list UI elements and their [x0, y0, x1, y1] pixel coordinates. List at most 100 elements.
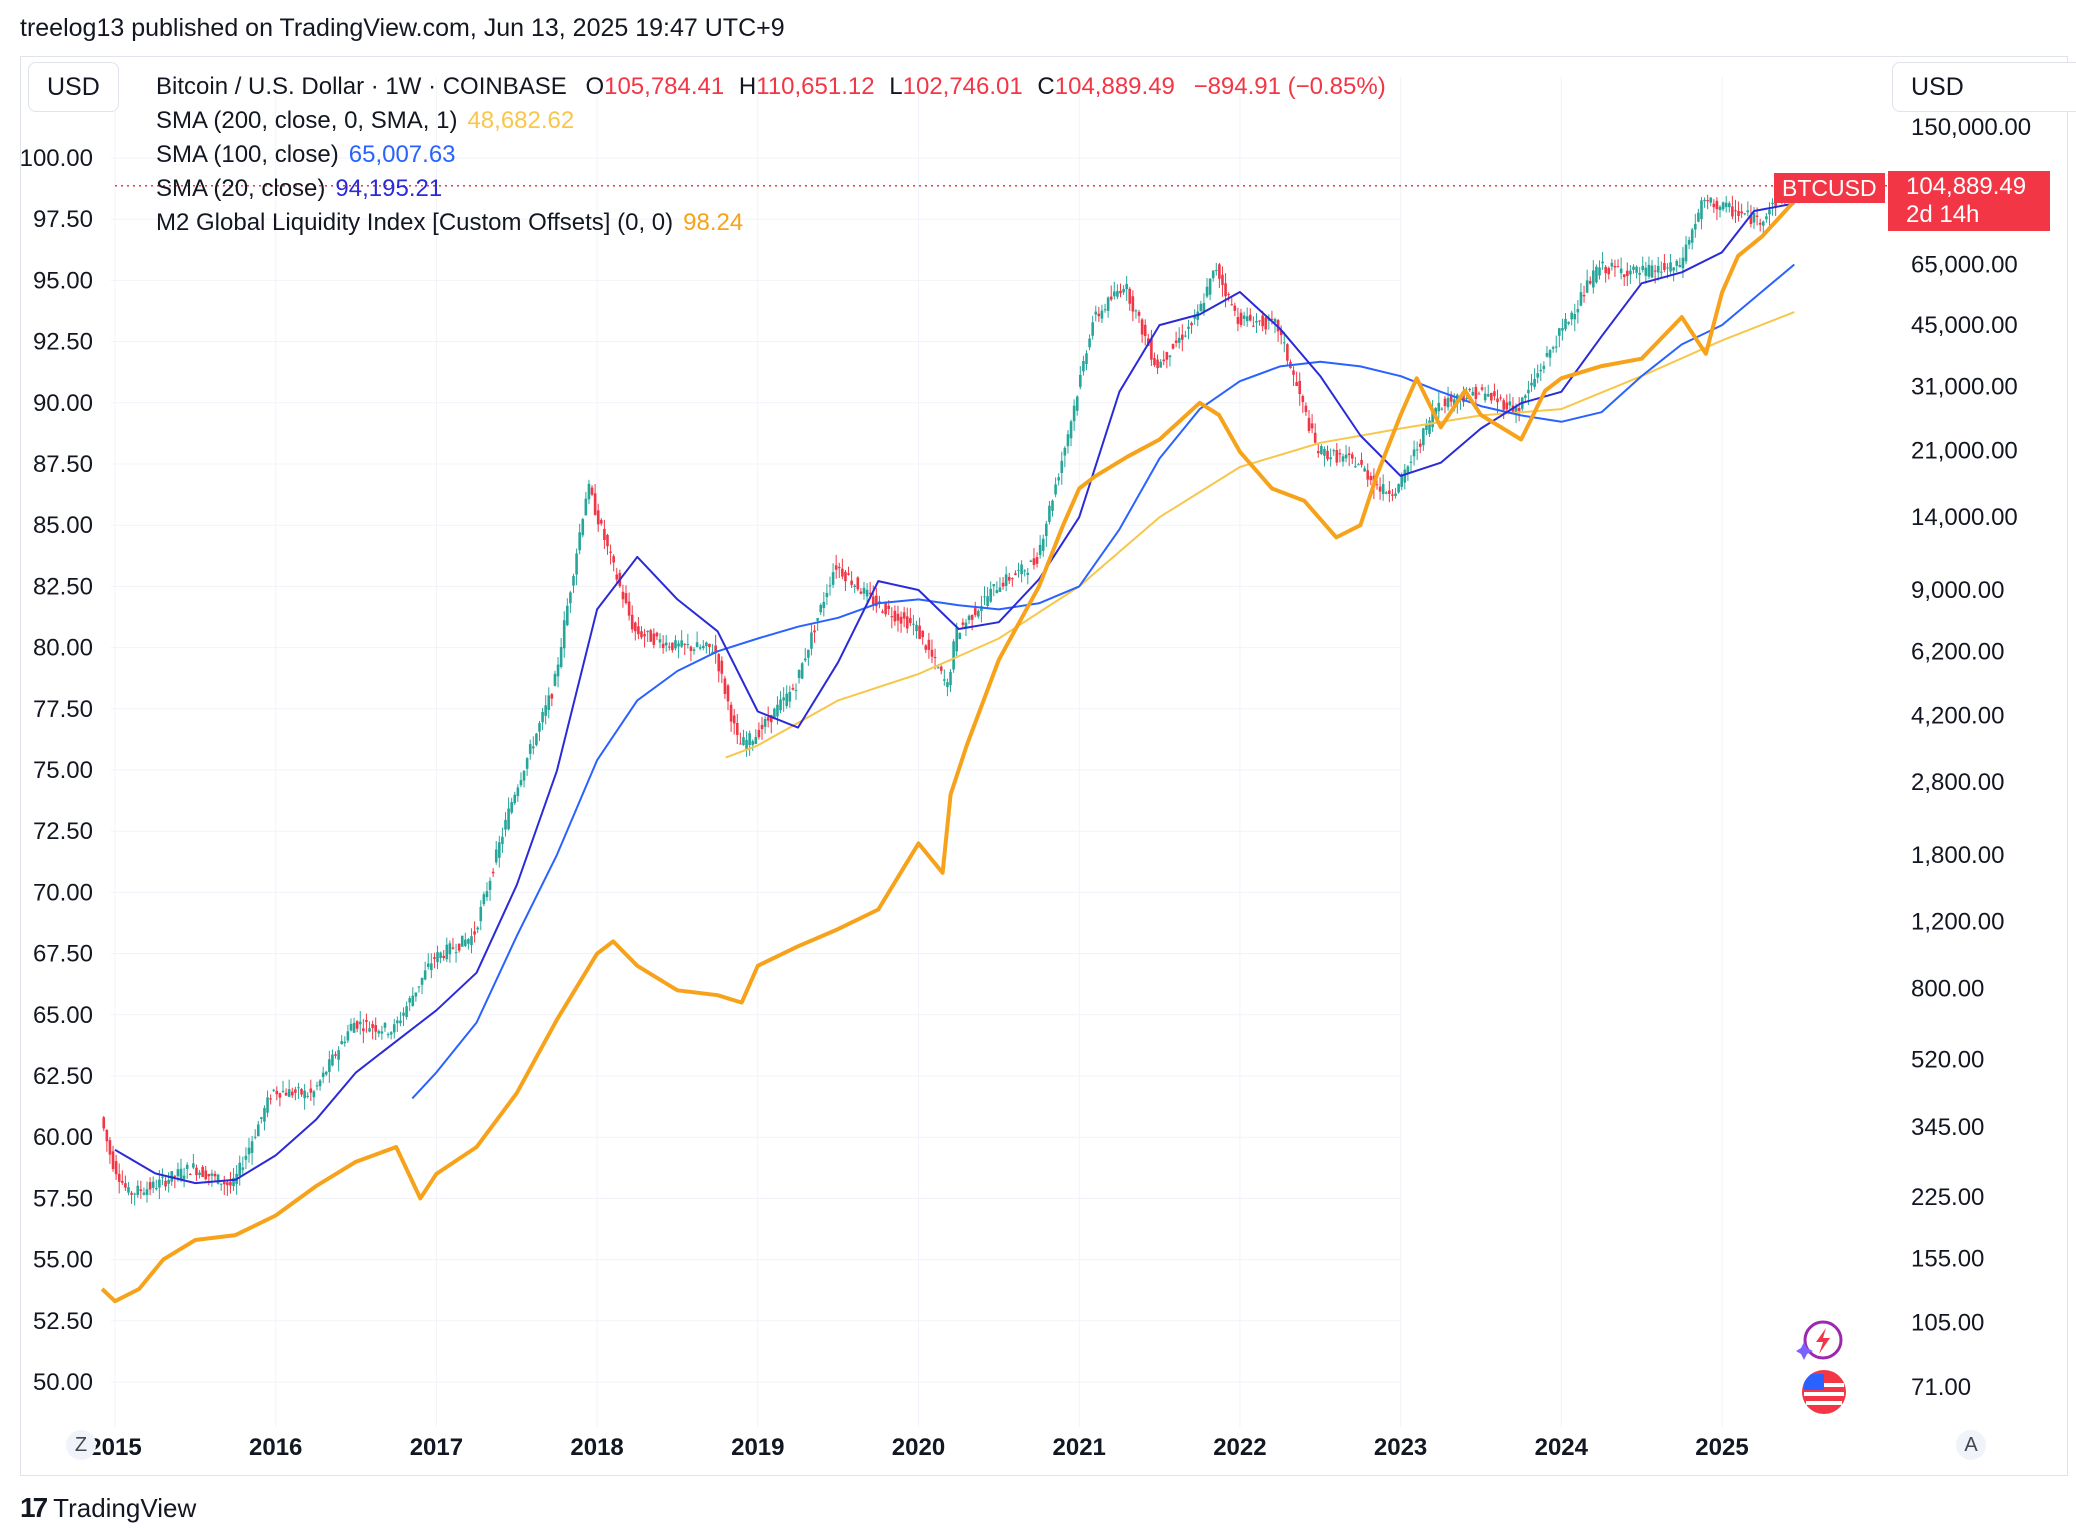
candle-body — [192, 1163, 195, 1168]
candle-body — [865, 589, 869, 597]
candle-body — [374, 1025, 378, 1032]
lightning-sparkle-icon[interactable] — [1796, 1316, 1846, 1366]
candle-body — [1038, 544, 1042, 556]
tradingview-wordmark: TradingView — [53, 1492, 197, 1523]
candle-body — [1771, 202, 1774, 205]
right-tick: 45,000.00 — [1911, 312, 2018, 339]
close-value: 104,889.49 — [1054, 73, 1175, 100]
candle-body — [1706, 200, 1709, 202]
left-tick: 92.50 — [33, 329, 93, 356]
candle-body — [1545, 352, 1549, 357]
tradingview-logo[interactable]: 17 TradingView — [20, 1492, 196, 1524]
candle-body — [1082, 361, 1085, 372]
candle-body — [201, 1166, 204, 1178]
candle-body — [695, 642, 699, 648]
candle-body — [748, 733, 751, 746]
open-label: O — [585, 73, 605, 100]
legend-sma100-row[interactable]: SMA (100, close) 65,007.63 — [156, 138, 1386, 172]
candle-body — [1298, 380, 1302, 395]
candle-body — [541, 712, 544, 723]
candle-body — [408, 998, 411, 1003]
candle-body — [1357, 464, 1360, 466]
legend-sma20-row[interactable]: SMA (20, close) 94,195.21 — [156, 172, 1386, 206]
candle-body — [1409, 461, 1413, 463]
candle-body — [1660, 271, 1663, 273]
symbol-name[interactable]: Bitcoin / U.S. Dollar · 1W · COINBASE — [156, 73, 567, 100]
candle-body — [321, 1072, 325, 1078]
right-tick: 9,000.00 — [1911, 577, 2004, 604]
left-tick: 100.00 — [21, 145, 93, 172]
candle-body — [1477, 393, 1481, 395]
left-tick: 77.50 — [33, 696, 93, 723]
candle-body — [810, 632, 813, 649]
candle-body — [708, 643, 711, 648]
candle-body — [547, 695, 551, 710]
chart-frame[interactable]: 2015 2016 2017 2018 2019 2020 2021 2022 2023 2024… — [20, 56, 2068, 1476]
candle-body — [856, 577, 860, 590]
candle-body — [482, 894, 486, 905]
candle-body — [711, 651, 714, 654]
candle-body — [1666, 267, 1669, 269]
left-axis-currency[interactable]: USD — [28, 62, 119, 112]
candle-body — [952, 641, 955, 670]
candle-body — [226, 1182, 229, 1186]
candle-body — [1255, 321, 1258, 323]
candle-body — [933, 656, 937, 658]
left-tick: 90.00 — [33, 390, 93, 417]
candle-body — [575, 553, 578, 575]
candle-body — [1029, 560, 1033, 562]
candle-body — [117, 1173, 121, 1182]
candle-body — [1629, 270, 1632, 275]
candle-body — [868, 592, 872, 595]
candle-body — [1245, 316, 1249, 322]
legend-m2-row[interactable]: M2 Global Liquidity Index [Custom Offset… — [156, 206, 1386, 240]
candle-body — [1462, 394, 1465, 403]
candle-body — [182, 1175, 186, 1179]
candle-body — [680, 640, 683, 647]
candle-body — [1011, 578, 1014, 580]
candle-body — [1248, 314, 1252, 321]
candle-body — [1177, 337, 1181, 343]
candle-body — [1113, 291, 1116, 297]
candle-body — [1669, 262, 1672, 272]
candle-body — [133, 1193, 136, 1195]
candle-body — [1323, 449, 1326, 456]
candle-body — [1548, 350, 1552, 358]
candle-body — [967, 615, 971, 621]
candle-body — [1561, 328, 1564, 331]
candle-body — [337, 1050, 340, 1060]
left-tick: 97.50 — [33, 206, 93, 233]
candle-body — [392, 1024, 396, 1033]
candle-body — [185, 1164, 189, 1169]
candle-body — [352, 1022, 356, 1033]
candle-body — [949, 672, 952, 686]
candle-body — [457, 943, 461, 951]
candle-body — [1202, 303, 1206, 312]
us-flag-icon[interactable] — [1800, 1368, 1848, 1416]
candle-body — [590, 487, 594, 495]
right-axis-currency[interactable]: USD — [1892, 62, 2076, 112]
candle-body — [671, 642, 674, 651]
candle-body — [1536, 373, 1539, 378]
price-chart[interactable]: 2015 2016 2017 2018 2019 2020 2021 2022 2023 2024… — [21, 57, 2069, 1477]
right-tick: 31,000.00 — [1911, 373, 2018, 400]
right-tick: 65,000.00 — [1911, 252, 2018, 279]
candle-body — [1765, 216, 1768, 220]
candle-body — [692, 649, 696, 651]
auto-scale-right-button[interactable]: A — [1956, 1430, 1986, 1460]
candle-body — [559, 647, 563, 668]
tradingview-mark-icon: 17 — [20, 1492, 48, 1523]
legend-symbol-row[interactable]: Bitcoin / U.S. Dollar · 1W · COINBASE O 1… — [156, 70, 1386, 104]
candle-body — [936, 667, 940, 669]
candle-body — [661, 643, 665, 649]
candle-body — [674, 640, 677, 649]
candle-body — [1060, 460, 1064, 473]
auto-scale-left-button[interactable]: Z — [66, 1430, 96, 1460]
candle-body — [1672, 267, 1675, 271]
candle-body — [1239, 312, 1243, 325]
right-tick: 520.00 — [1911, 1046, 1984, 1073]
candle-body — [1153, 358, 1156, 366]
candle-body — [983, 596, 986, 598]
candle-body — [1724, 202, 1728, 208]
legend-sma200-row[interactable]: SMA (200, close, 0, SMA, 1) 48,682.62 — [156, 104, 1386, 138]
